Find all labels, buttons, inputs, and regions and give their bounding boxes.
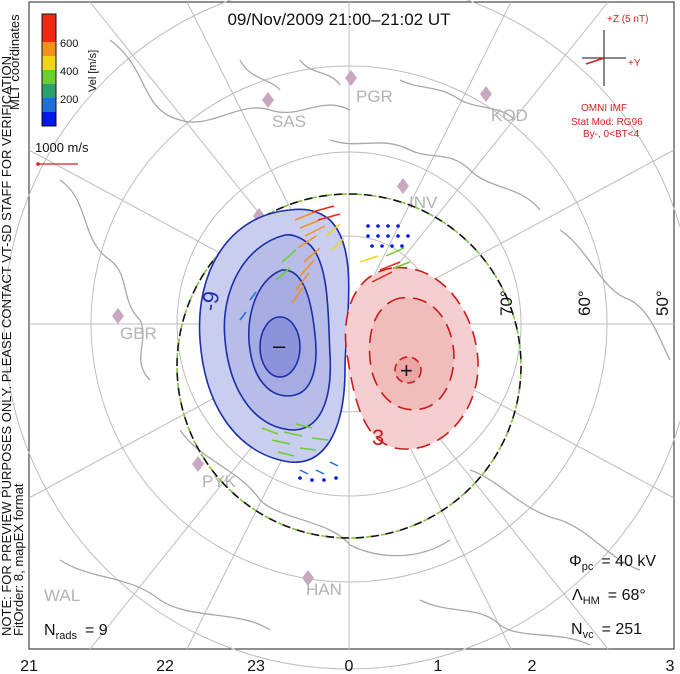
- latitude-label-50: 50°: [653, 290, 672, 316]
- station-label-inv: INV: [409, 193, 438, 212]
- hm-boundary-latitude: ΛHM = 68°: [572, 587, 646, 607]
- plot-title: 09/Nov/2009 21:00–21:02 UT: [227, 10, 450, 29]
- imf-condition-label: By-, 0<BT<4: [583, 129, 640, 140]
- station-label-wal: WAL: [44, 586, 80, 605]
- mlt-tick-0: 0: [345, 658, 354, 674]
- imf-y-label: +Y: [628, 58, 641, 69]
- potential-minimum-symbol: –: [273, 333, 286, 358]
- colorbar-tick-200: 200: [60, 94, 78, 106]
- colorbar-tick-400: 400: [60, 66, 78, 78]
- coastlines: [59, 39, 671, 646]
- negative-contour-label: -9: [196, 289, 224, 313]
- station-label-pgr: PGR: [356, 87, 393, 106]
- station-label-pyk: PYK: [202, 472, 237, 491]
- scale-vector-origin: [36, 162, 40, 166]
- latitude-label-70: 70°: [497, 290, 516, 316]
- imf-z-label: +Z (5 nT): [607, 14, 648, 25]
- imf-source-label: OMNI IMF: [581, 103, 627, 114]
- mlt-tick-22: 22: [156, 658, 174, 674]
- mlt-tick-23: 23: [247, 658, 265, 674]
- mlt-tick-1: 1: [434, 658, 443, 674]
- plot-frame: [28, 1, 675, 650]
- velocity-colorbar: [41, 13, 57, 127]
- latitude-label-60: 60°: [575, 290, 594, 316]
- heppner-maynard-boundary: [176, 193, 522, 539]
- positive-potential-cell: [344, 266, 479, 450]
- mlt-tick-21: 21: [20, 658, 38, 674]
- station-markers: [112, 70, 492, 586]
- imf-vector: [585, 57, 605, 65]
- negative-potential-cell: [198, 208, 350, 463]
- positive-contour-label: 3: [372, 425, 384, 450]
- mlt-tick-2: 2: [528, 658, 537, 674]
- scale-vector-label: 1000 m/s: [35, 140, 89, 155]
- fit-order-note: FitOrder: 8, mapEX format: [11, 483, 26, 636]
- vector-count: Nvc = 251: [571, 621, 642, 641]
- station-label-gbr: GBR: [120, 324, 157, 343]
- potential-maximum-symbol: +: [400, 358, 413, 383]
- station-label-kod: KOD: [491, 106, 528, 125]
- radar-count: Nrads = 9: [44, 622, 108, 642]
- station-label-han: HAN: [306, 580, 342, 599]
- imf-model-label: Stat Mod: RG96: [571, 117, 643, 128]
- coordinate-system-label: MLT coordinates: [7, 14, 22, 110]
- velocity-vectors: [239, 205, 411, 482]
- mlt-tick-3: 3: [666, 658, 675, 674]
- preview-notice: NOTE: FOR PREVIEW PURPOSES ONLY. PLEASE …: [0, 52, 14, 636]
- colorbar-tick-600: 600: [60, 38, 78, 50]
- colorbar-axis-label: Vel [m/s]: [87, 50, 99, 92]
- station-label-sas: SAS: [272, 112, 306, 131]
- cross-polar-potential: Φpc = 40 kV: [569, 553, 656, 573]
